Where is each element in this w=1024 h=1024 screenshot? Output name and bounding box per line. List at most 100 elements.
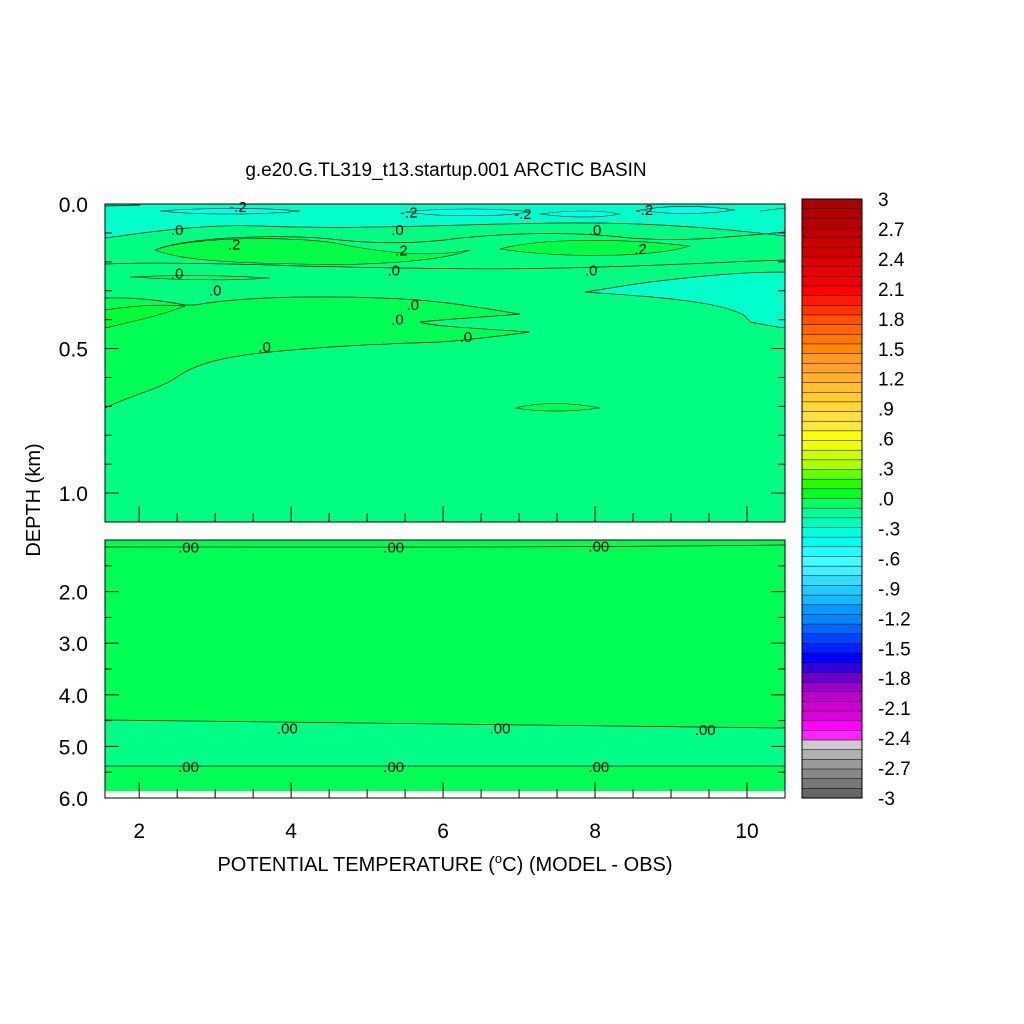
- contour-line: [104, 259, 786, 270]
- colorbar-swatch: [801, 343, 863, 355]
- colorbar-swatch: [801, 768, 863, 780]
- contour-label: .0: [171, 222, 184, 239]
- colorbar-swatch: [801, 498, 863, 509]
- colorbar-label: 2.4: [878, 250, 905, 271]
- colorbar: 3 2.7 2.4 2.1 1.8 1.5 1.2 .9 .6 .3 .0 -.3 -.6 -.9 -1.2…: [801, 190, 911, 810]
- colorbar-label: -3: [878, 789, 895, 810]
- colorbar-swatch: [801, 334, 863, 345]
- contour-line: [539, 210, 621, 218]
- colorbar-swatch: [801, 701, 863, 712]
- colorbar-swatch: [801, 256, 863, 268]
- lower-deep-band: [105, 720, 785, 766]
- colorbar-label: -1.8: [878, 669, 911, 690]
- contour-line: [104, 544, 786, 548]
- colorbar-swatch: [801, 353, 863, 364]
- colorbar-swatch: [801, 218, 863, 229]
- colorbar-label: -.9: [878, 579, 900, 600]
- contour-label: .0: [406, 297, 419, 314]
- contour-label: .00: [490, 720, 511, 737]
- y-axis-label: DEPTH (km): [23, 443, 45, 556]
- x-axis: 2 4 6 8 10: [133, 506, 759, 843]
- contour-label: .00: [695, 722, 716, 739]
- contour-label: -.2: [400, 205, 418, 222]
- contour-label: .00: [383, 759, 404, 776]
- contour-label: .2: [395, 242, 408, 259]
- colorbar-frame: [801, 198, 863, 799]
- colorbar-swatch: [801, 469, 863, 480]
- lower-panel: .00 .00 .00 .00 .00 .00 .00 .00 .00 2.0 3.0 4.0 5.0…: [59, 539, 786, 811]
- colorbar-swatch: [801, 440, 863, 451]
- positive-pocket-deep: [514, 403, 601, 412]
- colorbar-swatch: [801, 478, 863, 490]
- colorbar-label: 2.7: [878, 220, 904, 241]
- y-tick-label: 6.0: [59, 788, 88, 811]
- y-tick-label: 5.0: [59, 736, 88, 759]
- colorbar-swatch: [801, 459, 863, 471]
- y-tick-label: 3.0: [59, 633, 88, 656]
- upper-contour-labels: -.2 -.2 -.2 -.2.0.0.0.2.2.2.0.0.0.0.0.0.0.0: [171, 199, 654, 356]
- lower-contour-labels: .00 .00 .00 .00 .00 .00 .00 .00 .00: [178, 539, 716, 776]
- contour-line: [129, 275, 271, 281]
- colorbar-swatch: [801, 247, 863, 258]
- colorbar-label: 1.5: [878, 340, 904, 361]
- colorbar-swatch: [801, 305, 863, 316]
- x-tick-label: 2: [133, 820, 145, 843]
- colorbar-swatch: [801, 614, 863, 625]
- colorbar-swatch: [801, 507, 863, 519]
- colorbar-swatch: [801, 449, 863, 461]
- colorbar-swatch: [801, 730, 863, 741]
- colorbar-swatch: [801, 314, 863, 326]
- negative-region-east: [584, 271, 786, 329]
- colorbar-swatch: [801, 565, 863, 577]
- colorbar-swatch: [801, 411, 863, 422]
- y-tick-label: 1.0: [59, 483, 88, 506]
- colorbar-swatch: [801, 778, 863, 789]
- contour-label: .00: [383, 540, 404, 557]
- colorbar-swatch: [801, 430, 863, 442]
- colorbar-label: -2.7: [878, 759, 911, 780]
- contour-label: .0: [258, 339, 271, 356]
- colorbar-label: -2.4: [878, 729, 911, 750]
- y-tick-label: 2.0: [59, 582, 88, 605]
- colorbar-swatch: [801, 585, 863, 596]
- colorbar-swatch: [801, 488, 863, 500]
- colorbar-swatch: [801, 720, 863, 731]
- contour-label: -.2: [636, 202, 654, 219]
- colorbar-swatch: [801, 623, 863, 635]
- contour-line: [159, 231, 786, 249]
- colorbar-swatch: [801, 372, 863, 384]
- colorbar-swatch: [801, 691, 863, 702]
- colorbar-swatch: [801, 285, 863, 297]
- colorbar-label: -1.5: [878, 639, 911, 660]
- colorbar-swatch: [801, 324, 863, 335]
- colorbar-label: 1.8: [878, 310, 904, 331]
- upper-panel-frame: [104, 203, 786, 523]
- contour-line: [104, 204, 141, 207]
- colorbar-swatch: [801, 391, 863, 403]
- colorbar-swatch: [801, 556, 863, 567]
- colorbar-swatch: [801, 237, 863, 248]
- contour-line: [159, 208, 301, 215]
- contour-label: .00: [588, 539, 609, 556]
- colorbar-label: -1.2: [878, 609, 911, 630]
- upper-panel: -.2 -.2 -.2 -.2.0.0.0.2.2.2.0.0.0.0.0.0.0.0…: [59, 194, 786, 523]
- colorbar-swatch: [801, 594, 863, 606]
- colorbar-swatch: [801, 546, 863, 558]
- colorbar-swatch: [801, 604, 863, 615]
- colorbar-label: .0: [878, 490, 894, 511]
- contour-label: .0: [460, 329, 473, 346]
- chart-title: g.e20.G.TL319_t13.startup.001 ARCTIC BAS…: [245, 160, 646, 181]
- x-tick-label: 4: [285, 820, 297, 843]
- colorbar-swatch: [801, 536, 863, 548]
- bottom-blank-band: [105, 791, 785, 798]
- positive-pocket: [154, 238, 471, 265]
- contour-label: .00: [588, 759, 609, 776]
- colorbar-swatch: [801, 749, 863, 760]
- colorbar-label: -.6: [878, 549, 900, 570]
- contour-label: .0: [391, 312, 404, 329]
- colorbar-swatch: [801, 633, 863, 644]
- colorbar-swatch: [801, 575, 863, 587]
- colorbar-swatch: [801, 662, 863, 673]
- contour-label: .0: [209, 283, 222, 300]
